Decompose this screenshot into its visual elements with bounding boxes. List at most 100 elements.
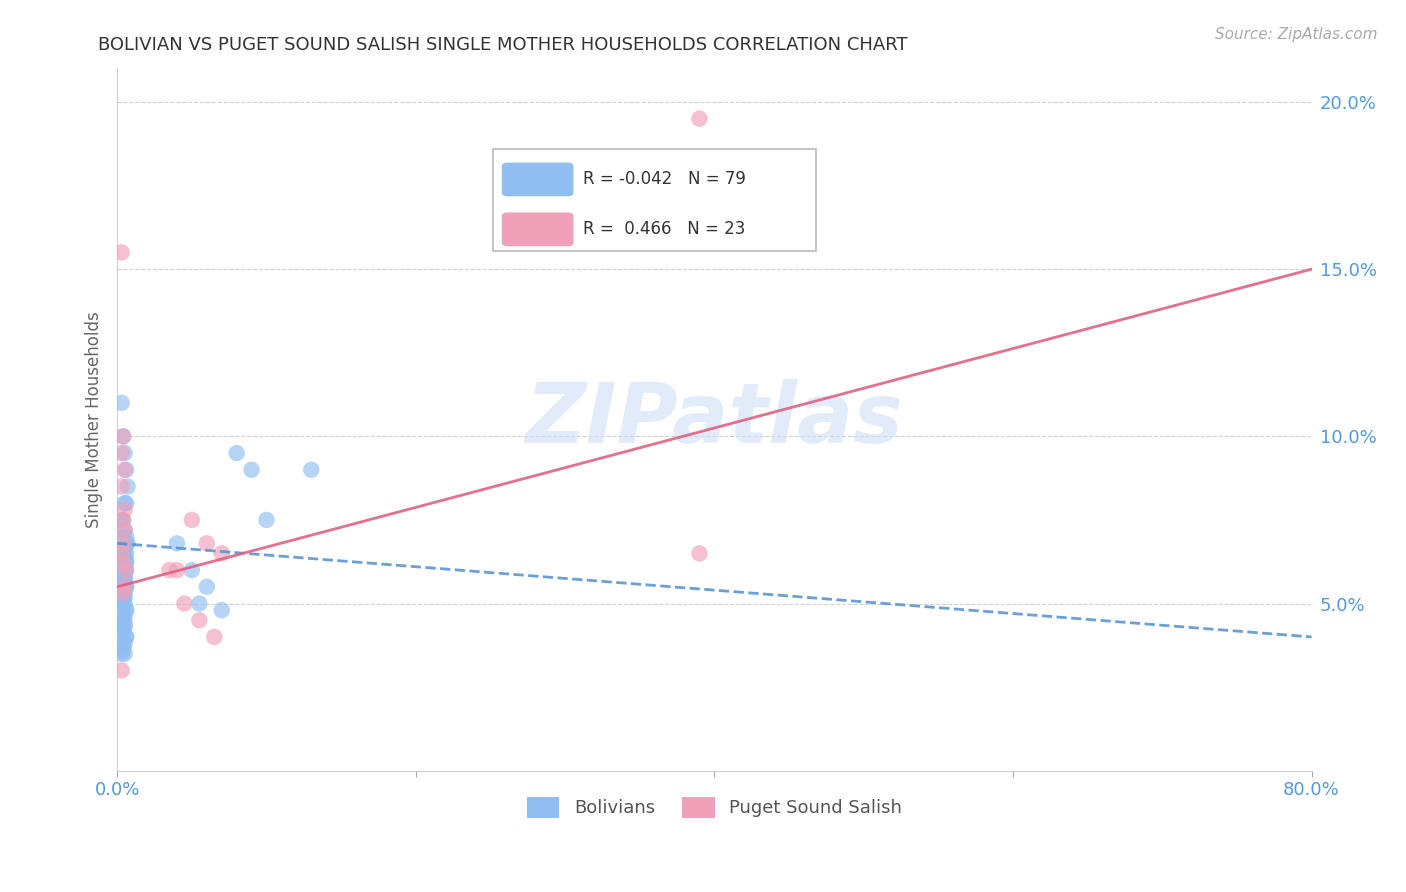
Point [117,479,139,493]
Point [115,563,138,577]
Point [114,503,136,517]
Point [112,530,135,544]
Point [114,580,136,594]
Point [240,463,263,477]
Point [256,513,278,527]
Point [112,643,135,657]
Point [111,396,134,410]
Point [115,630,138,644]
Point [112,590,135,604]
Point [114,523,136,537]
Text: ZIPatlas: ZIPatlas [526,379,903,460]
Point [115,463,138,477]
Point [114,616,136,631]
Point [112,590,135,604]
Point [112,513,135,527]
Point [111,630,134,644]
Point [111,513,134,527]
Point [299,463,322,477]
Text: R = -0.042   N = 79: R = -0.042 N = 79 [583,170,747,188]
Point [115,603,138,617]
Point [114,496,136,510]
Point [114,597,136,611]
Point [114,610,136,624]
Point [159,563,181,577]
Point [112,586,135,600]
Point [114,570,136,584]
FancyBboxPatch shape [502,162,574,196]
Point [111,570,134,584]
Point [111,546,134,560]
Point [111,546,134,560]
Point [114,647,136,661]
Point [111,647,134,661]
Point [166,563,188,577]
Point [114,590,136,604]
Point [173,597,195,611]
Point [111,553,134,567]
Point [114,637,136,651]
Point [112,563,135,577]
Text: BOLIVIAN VS PUGET SOUND SALISH SINGLE MOTHER HOUSEHOLDS CORRELATION CHART: BOLIVIAN VS PUGET SOUND SALISH SINGLE MO… [98,36,908,54]
Point [114,573,136,587]
Point [180,563,202,577]
Point [111,479,134,493]
Point [114,557,136,571]
Point [112,546,135,560]
Point [111,557,134,571]
Point [111,245,134,260]
Point [166,536,188,550]
Point [112,640,135,654]
Text: Source: ZipAtlas.com: Source: ZipAtlas.com [1215,27,1378,42]
FancyBboxPatch shape [502,212,574,246]
Point [688,112,710,126]
Point [112,624,135,638]
Point [112,616,135,631]
Point [111,620,134,634]
Point [115,580,138,594]
Point [112,543,135,558]
Point [114,620,136,634]
Point [112,536,135,550]
Point [114,563,136,577]
Point [211,546,233,560]
Point [115,563,138,577]
Point [114,446,136,460]
Point [114,586,136,600]
Point [114,546,136,560]
Point [112,563,135,577]
Text: R =  0.466   N = 23: R = 0.466 N = 23 [583,220,745,238]
Point [112,557,135,571]
Point [111,570,134,584]
Point [112,580,135,594]
Point [688,546,710,560]
Point [180,513,202,527]
Point [112,429,135,443]
Point [195,580,218,594]
Point [111,603,134,617]
Point [111,580,134,594]
Point [112,576,135,591]
Point [188,613,211,627]
Point [115,553,138,567]
Point [117,536,139,550]
Point [111,597,134,611]
Point [115,580,138,594]
Point [115,630,138,644]
Point [114,576,136,591]
Point [115,546,138,560]
Point [112,580,135,594]
Point [112,597,135,611]
Point [188,597,211,611]
Point [115,557,138,571]
Point [112,563,135,577]
Point [115,603,138,617]
Point [195,536,218,550]
Point [114,523,136,537]
Point [202,630,225,644]
Point [112,513,135,527]
Point [112,613,135,627]
Legend: Bolivians, Puget Sound Salish: Bolivians, Puget Sound Salish [520,789,910,825]
Point [111,446,134,460]
Point [115,496,138,510]
